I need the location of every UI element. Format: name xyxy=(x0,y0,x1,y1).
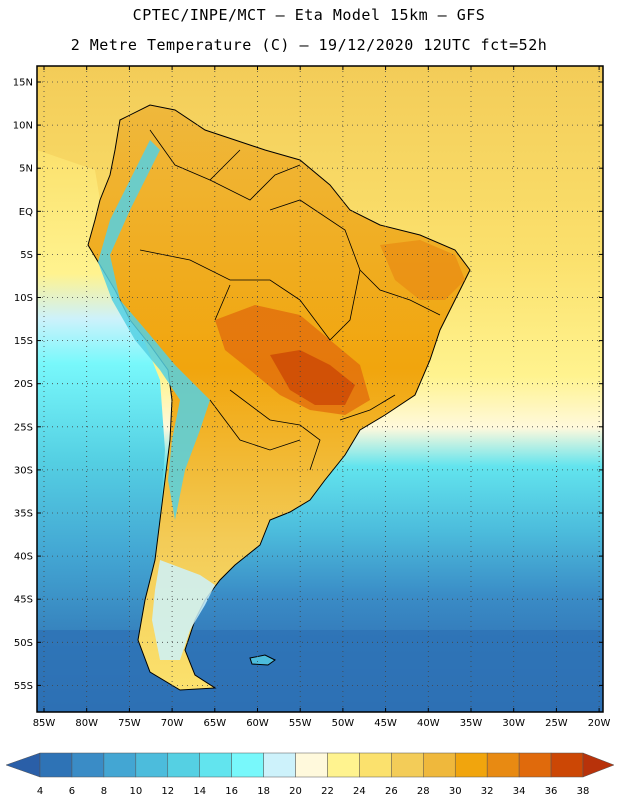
southern-ocean-band xyxy=(37,630,603,712)
colorbar-swatch xyxy=(71,752,105,778)
colorbar-label: 30 xyxy=(449,786,462,797)
lat-tick-label: 30S xyxy=(14,465,33,476)
colorbar-label: 10 xyxy=(129,786,142,797)
falkland-islands xyxy=(249,654,276,666)
longitude-axis: 85W 80W 75W 70W 65W 60W 55W 50W 45W 40W 35W 30W 25W 2… xyxy=(33,66,611,729)
colorbar-swatch xyxy=(518,752,552,778)
colorbar-swatch xyxy=(295,752,328,778)
hottest-core xyxy=(270,350,355,405)
colorbar-label: 38 xyxy=(577,786,590,797)
temperature-map: 15N 10N 5N EQ 5S 10S 15S 20S 25S 30S 35S 40S 45S 50S 5… xyxy=(13,65,611,729)
map-title-line2: 2 Metre Temperature (C) – 19/12/2020 12U… xyxy=(70,36,548,54)
colorbar-swatch xyxy=(231,752,264,778)
colorbar-swatch xyxy=(263,752,296,778)
pacific-ocean-field xyxy=(37,150,165,712)
colorbar-swatch xyxy=(167,752,200,778)
colorbar-label: 34 xyxy=(513,786,526,797)
lon-tick-label: 65W xyxy=(203,718,226,729)
lon-tick-label: 75W xyxy=(118,718,141,729)
colorbar-label: 32 xyxy=(481,786,494,797)
lon-tick-label: 40W xyxy=(417,718,440,729)
lon-tick-label: 20W xyxy=(588,718,611,729)
warm-northeast xyxy=(380,240,465,300)
lat-tick-label: 5N xyxy=(19,164,33,175)
colorbar-swatch xyxy=(103,752,137,778)
colorbar-label: 14 xyxy=(193,786,206,797)
lat-tick-label: 15N xyxy=(13,78,33,89)
colorbar-label: 6 xyxy=(69,786,75,797)
colorbar-label: 26 xyxy=(385,786,398,797)
colorbar-swatch xyxy=(359,752,392,778)
colorbar-label: 4 xyxy=(37,786,43,797)
lon-tick-label: 45W xyxy=(374,718,397,729)
lon-tick-label: 30W xyxy=(502,718,525,729)
lon-tick-label: 55W xyxy=(289,718,312,729)
lon-tick-label: 85W xyxy=(33,718,56,729)
lon-tick-label: 25W xyxy=(545,718,568,729)
colorbar-arrow-low xyxy=(5,752,41,778)
colorbar-swatch xyxy=(39,752,73,778)
map-frame xyxy=(36,65,604,713)
colorbar-swatch xyxy=(486,752,520,778)
colorbar-label: 24 xyxy=(353,786,366,797)
colorbar-swatch xyxy=(391,752,424,778)
lat-tick-label: 40S xyxy=(14,552,33,563)
colorbar-label: 36 xyxy=(545,786,558,797)
colorbar-label: 18 xyxy=(257,786,270,797)
latitude-axis: 15N 10N 5N EQ 5S 10S 15S 20S 25S 30S 35S 40S 45S 50S 5… xyxy=(13,78,603,692)
lon-tick-label: 50W xyxy=(332,718,355,729)
colorbar-swatch xyxy=(550,752,584,778)
colorbar-label: 20 xyxy=(289,786,302,797)
lat-tick-label: EQ xyxy=(19,207,33,218)
lat-tick-label: 10N xyxy=(13,121,33,132)
lat-tick-label: 25S xyxy=(14,422,33,433)
colorbar-label: 22 xyxy=(321,786,334,797)
colorbar-swatch xyxy=(423,752,456,778)
andes-cold-strip xyxy=(98,140,210,520)
lon-tick-label: 35W xyxy=(460,718,483,729)
lat-tick-label: 50S xyxy=(14,638,33,649)
lon-tick-label: 80W xyxy=(75,718,98,729)
colorbar-swatch xyxy=(327,752,360,778)
lon-tick-label: 70W xyxy=(161,718,184,729)
lon-tick-label: 60W xyxy=(246,718,269,729)
temperature-colorbar: 4 6 8 10 12 14 16 18 20 22 24 26 28 30 32 34 36 38 xyxy=(5,752,615,797)
patagonia-cool-region xyxy=(152,560,215,660)
lat-tick-label: 10S xyxy=(14,293,33,304)
colorbar-label: 28 xyxy=(417,786,430,797)
lat-tick-label: 20S xyxy=(14,379,33,390)
country-borders xyxy=(139,129,441,471)
map-title-line1: CPTEC/INPE/MCT – Eta Model 15km – GFS xyxy=(132,6,486,24)
lat-tick-label: 55S xyxy=(14,681,33,692)
colorbar-arrow-high xyxy=(582,752,615,778)
colorbar-label: 8 xyxy=(101,786,107,797)
lat-tick-label: 5S xyxy=(20,250,33,261)
colorbar-swatch xyxy=(199,752,232,778)
colorbar-label: 12 xyxy=(161,786,174,797)
lat-tick-label: 15S xyxy=(14,336,33,347)
lat-tick-label: 45S xyxy=(14,595,33,606)
colorbar-swatch xyxy=(454,752,488,778)
colorbar-label: 16 xyxy=(225,786,238,797)
lat-tick-label: 35S xyxy=(14,509,33,520)
colorbar-swatch xyxy=(135,752,169,778)
